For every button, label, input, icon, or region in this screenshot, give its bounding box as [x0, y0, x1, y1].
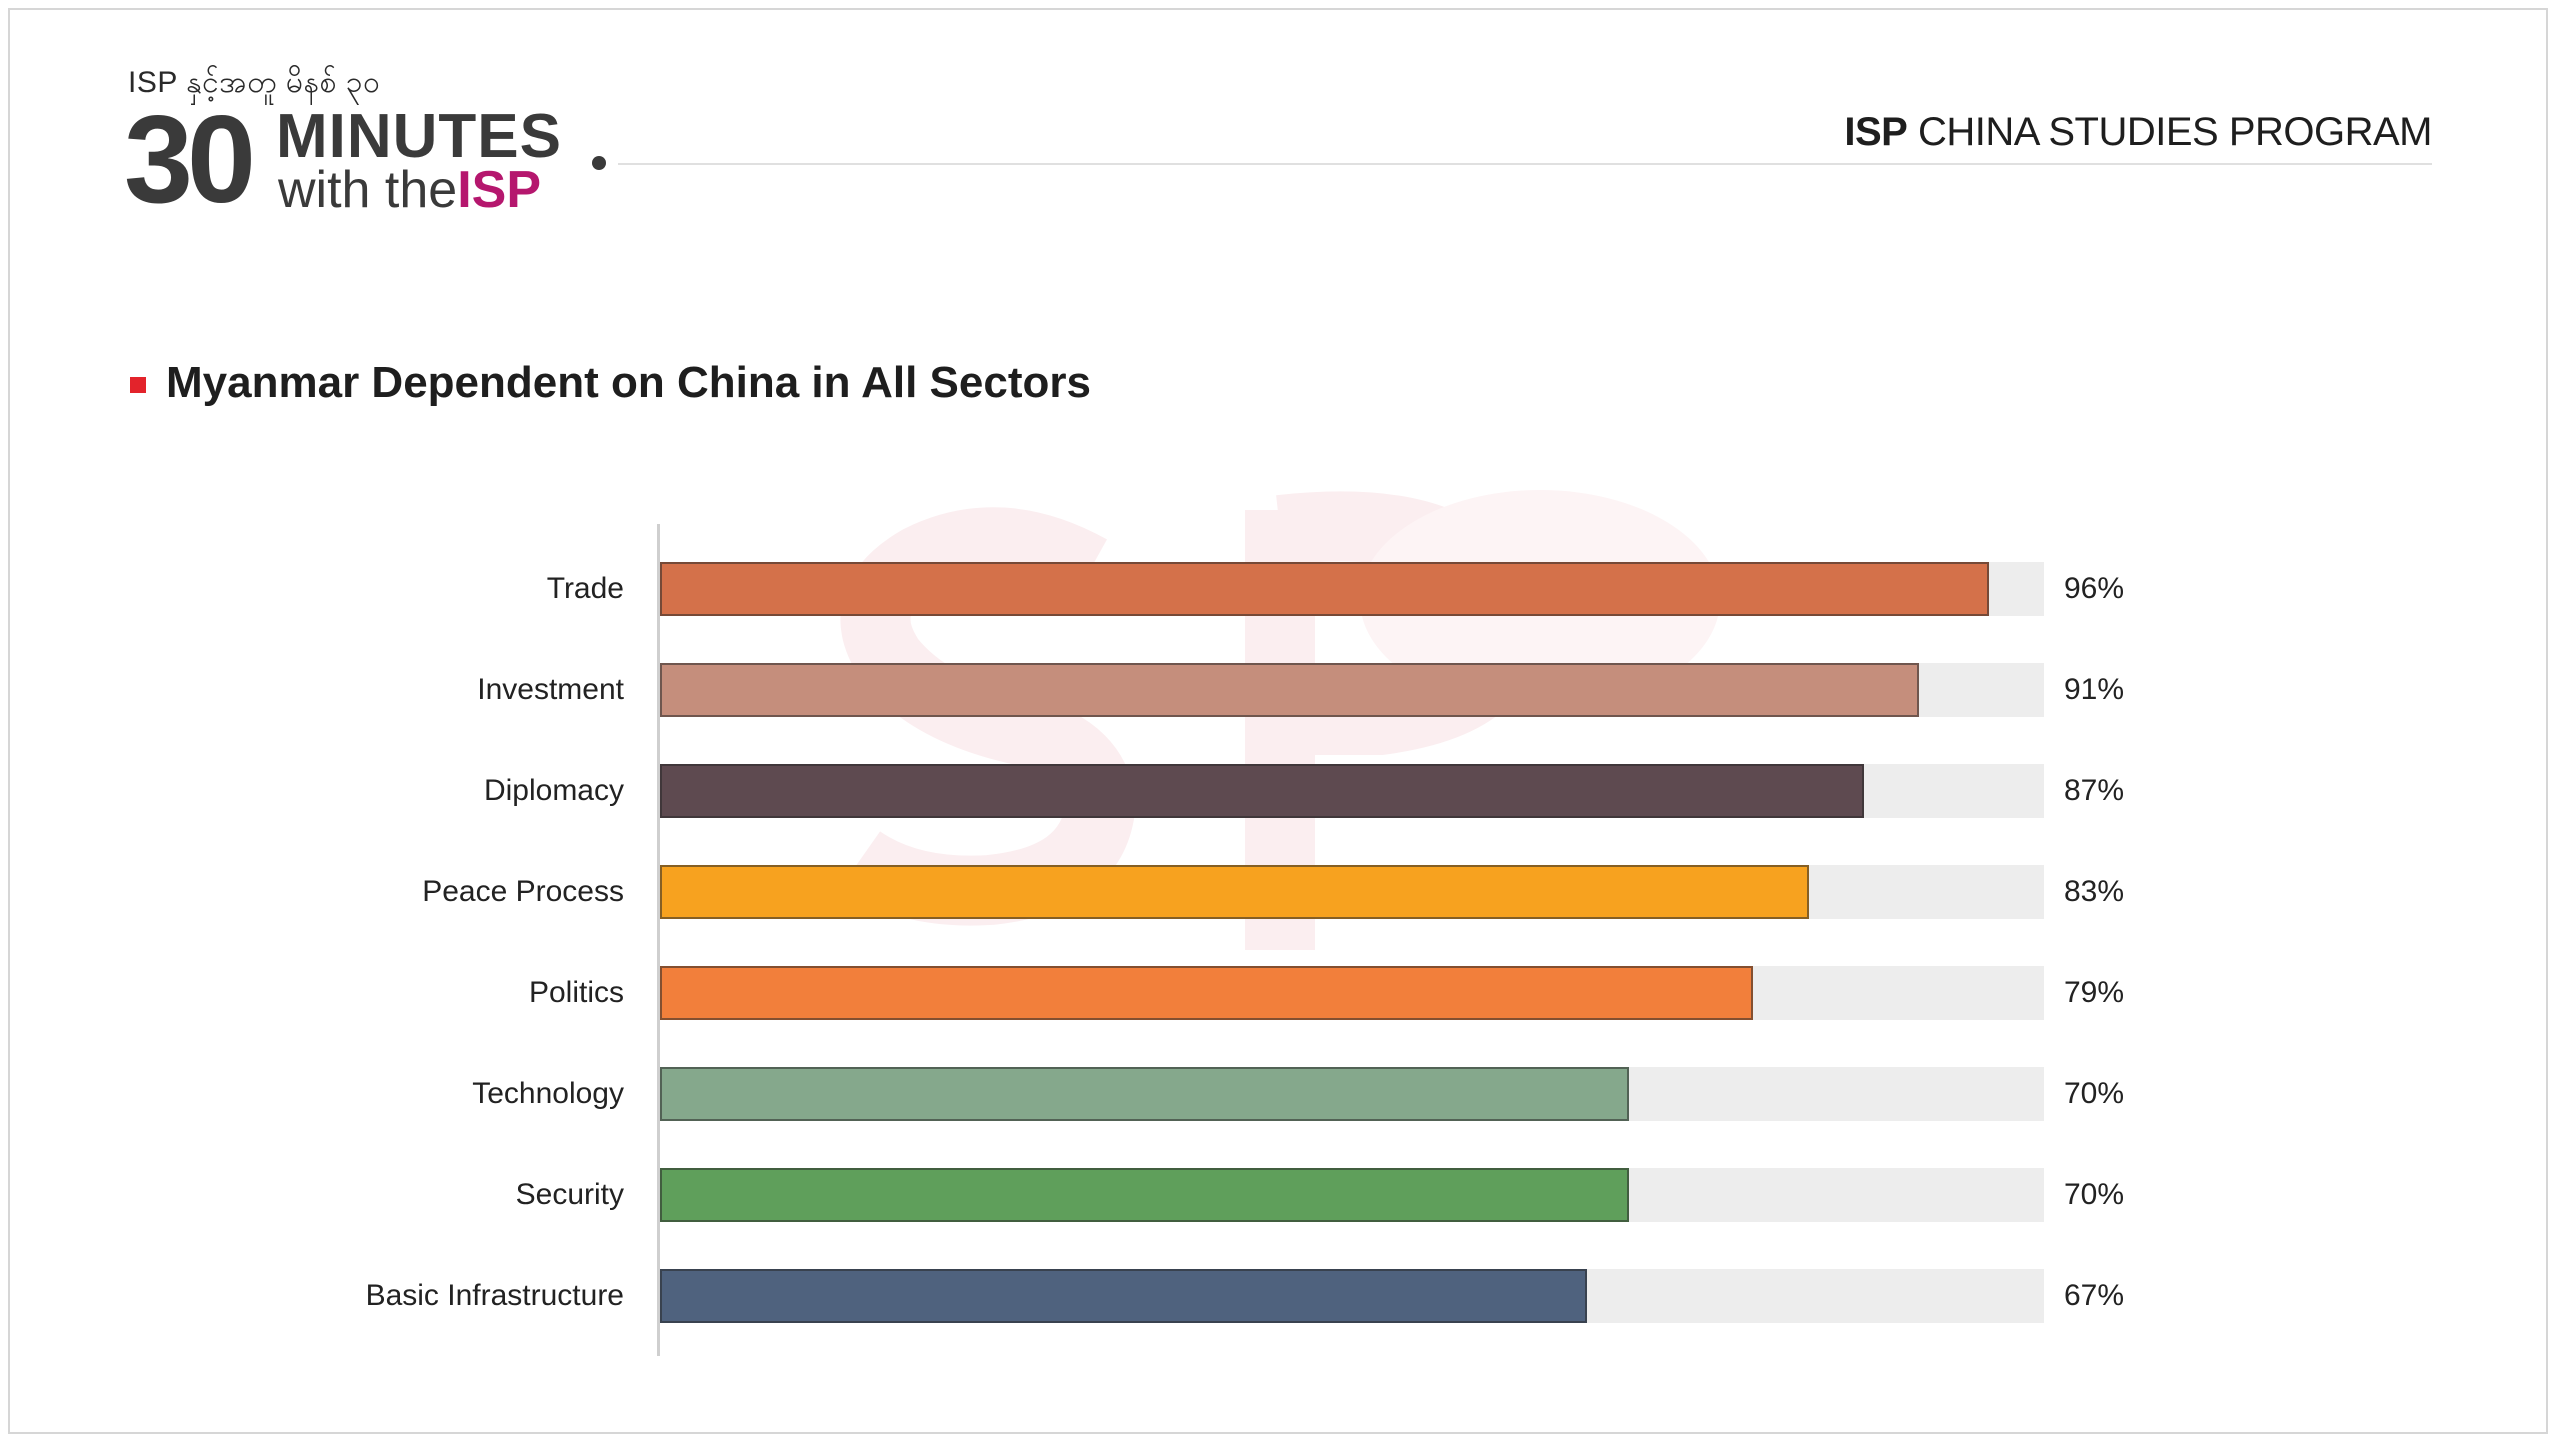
logo-tagline: ISP နှင့်အတူ မိနစ် ၃၀: [128, 66, 381, 99]
bar: [660, 1067, 1629, 1121]
category-label: Diplomacy: [483, 774, 624, 807]
value-label: 70%: [2064, 1178, 2125, 1211]
value-label: 67%: [2064, 1279, 2125, 1312]
y-axis-line: [657, 524, 660, 1356]
bar: [660, 764, 1864, 818]
bar: [660, 663, 1919, 717]
logo-with-the-isp: with theISP: [278, 164, 541, 216]
value-label: 70%: [2064, 1077, 2125, 1110]
logo-with-text: with the: [278, 161, 458, 219]
bar-row: Peace Process 83%: [0, 865, 2560, 919]
bar-row: Politics 79%: [0, 966, 2560, 1020]
bar: [660, 966, 1753, 1020]
category-label: Basic Infrastructure: [365, 1279, 624, 1312]
bar-row: Basic Infrastructure 67%: [0, 1269, 2560, 1323]
chart-title: Myanmar Dependent on China in All Sector…: [166, 358, 1091, 407]
category-label: Investment: [477, 673, 624, 706]
value-label: 87%: [2064, 774, 2125, 807]
value-label: 83%: [2064, 875, 2125, 908]
bar-row: Investment 91%: [0, 663, 2560, 717]
program-name-rest: CHINA STUDIES PROGRAM: [1907, 110, 2433, 154]
program-name-bold: ISP: [1844, 110, 1908, 154]
bar-row: Security 70%: [0, 1168, 2560, 1222]
bar: [660, 1168, 1629, 1222]
program-name: ISP CHINA STUDIES PROGRAM: [1844, 110, 2432, 155]
title-marker: [130, 377, 146, 393]
logo-number: 30: [124, 91, 256, 229]
value-label: 79%: [2064, 976, 2125, 1009]
bar: [660, 562, 1989, 616]
category-label: Security: [515, 1178, 624, 1211]
bar-row: Technology 70%: [0, 1067, 2560, 1121]
category-label: Trade: [546, 572, 624, 605]
logo-dot: [592, 156, 606, 170]
category-label: Technology: [472, 1077, 624, 1110]
logo-minutes: MINUTES: [276, 102, 562, 171]
value-label: 96%: [2064, 572, 2125, 605]
category-label: Politics: [528, 976, 624, 1009]
bar: [660, 865, 1809, 919]
bar-row: Diplomacy 87%: [0, 764, 2560, 818]
category-label: Peace Process: [422, 875, 624, 908]
bar: [660, 1269, 1587, 1323]
bar-row: Trade 96%: [0, 562, 2560, 616]
logo-isp-text: ISP: [457, 161, 542, 219]
value-label: 91%: [2064, 673, 2125, 706]
header-divider: [618, 163, 2432, 165]
